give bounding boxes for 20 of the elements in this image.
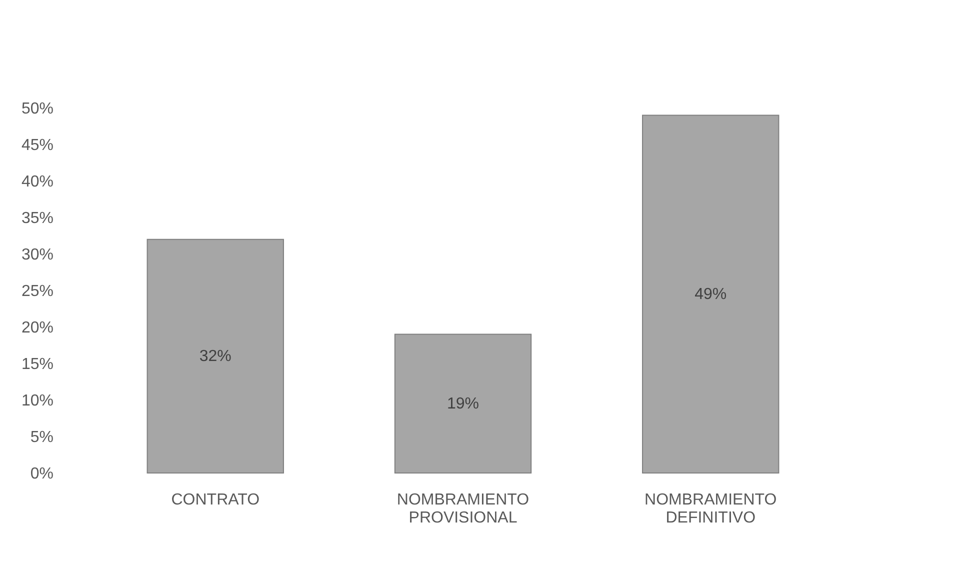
y-tick-label: 5% bbox=[30, 429, 54, 446]
data-label: 19% bbox=[446, 396, 480, 413]
x-tick-label: NOMBRAMIENTO PROVISIONAL bbox=[396, 492, 530, 526]
x-tick-label: CONTRATO bbox=[171, 492, 260, 508]
y-tick-label: 0% bbox=[30, 466, 54, 482]
bar bbox=[642, 114, 780, 474]
y-tick-label: 10% bbox=[21, 392, 54, 410]
y-tick-label: 15% bbox=[21, 356, 54, 373]
bar bbox=[146, 238, 284, 474]
y-tick-label: 45% bbox=[21, 137, 54, 154]
data-label: 32% bbox=[199, 348, 232, 366]
y-tick-label: 30% bbox=[21, 246, 54, 264]
bar bbox=[394, 334, 532, 474]
y-tick-label: 40% bbox=[21, 174, 54, 190]
y-tick-label: 20% bbox=[21, 320, 54, 336]
x-tick-label: NOMBRAMIENTO DEFINITIVO bbox=[644, 492, 777, 526]
y-tick-label: 50% bbox=[21, 100, 54, 118]
y-tick-label: 35% bbox=[21, 210, 54, 227]
y-tick-label: 25% bbox=[21, 283, 54, 300]
data-label: 49% bbox=[694, 286, 727, 304]
